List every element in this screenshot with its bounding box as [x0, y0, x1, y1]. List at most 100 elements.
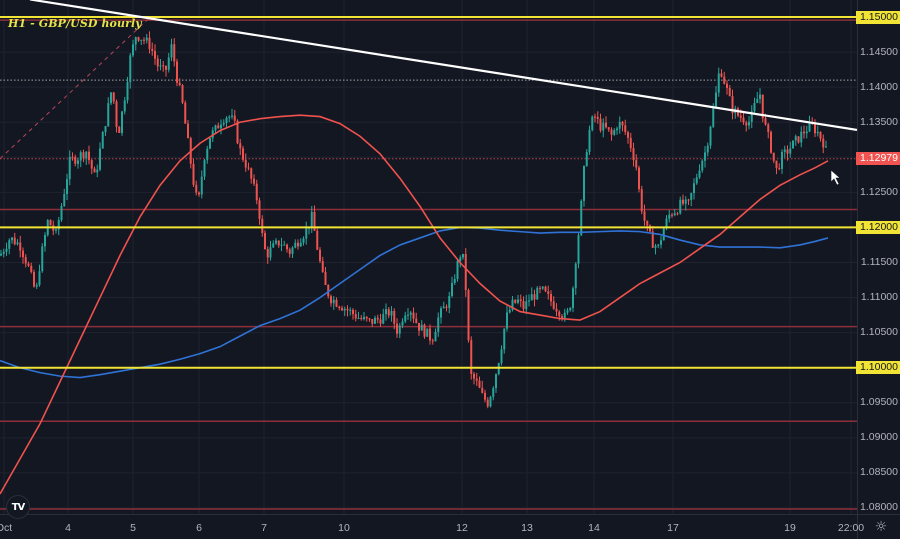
candle-body — [385, 309, 387, 315]
dashed-trend-line — [0, 18, 149, 160]
candle-body — [181, 85, 184, 103]
candle-body — [154, 50, 156, 59]
candle-body — [107, 103, 110, 127]
candle-body — [85, 151, 88, 158]
candle-body — [495, 374, 497, 389]
candle-body — [68, 156, 71, 180]
candle-body — [332, 299, 335, 304]
candle-body — [225, 117, 228, 123]
time-axis-label: 17 — [667, 522, 679, 534]
candle-body — [66, 179, 68, 194]
candle-body — [470, 340, 473, 374]
candle-body — [596, 116, 599, 119]
candle-body — [426, 328, 429, 337]
candle-body — [561, 316, 563, 319]
candle-body — [206, 148, 209, 161]
candle-body — [555, 308, 558, 312]
candle-body — [159, 65, 162, 67]
candle-body — [255, 183, 258, 201]
candle-body — [704, 152, 706, 161]
gear-icon[interactable]: ☼ — [874, 519, 888, 535]
candle-body — [338, 306, 341, 309]
candle-body — [792, 140, 794, 149]
time-axis-label: 5 — [130, 522, 136, 534]
candle-body — [209, 138, 211, 149]
candle-body — [396, 323, 398, 334]
descending-trendline — [29, 0, 858, 132]
candle-body — [651, 231, 654, 248]
candle-body — [261, 218, 264, 234]
candle-body — [134, 37, 137, 45]
candle-body — [30, 265, 33, 272]
candle-body — [753, 102, 756, 112]
candle-body — [310, 211, 313, 228]
candle-body — [547, 291, 550, 294]
candle-body — [341, 308, 343, 311]
tradingview-logo-icon[interactable]: TV — [6, 495, 30, 519]
candle-body — [602, 122, 605, 131]
candle-body — [19, 242, 22, 251]
time-axis-label: 4 — [65, 522, 71, 534]
price-axis-label: 1.08000 — [860, 501, 898, 514]
candle-body — [365, 316, 368, 319]
candle-body — [214, 125, 217, 131]
candle-body — [475, 378, 478, 381]
candle-body — [77, 160, 79, 164]
candle-body — [291, 247, 294, 254]
candle-body — [679, 199, 682, 214]
candle-body — [528, 300, 530, 302]
candle-body — [258, 200, 261, 219]
candle-body — [74, 156, 77, 164]
candle-body — [448, 295, 451, 308]
candle-body — [49, 220, 52, 226]
candle-body — [176, 61, 178, 83]
candle-body — [115, 101, 118, 127]
candle-body — [5, 248, 8, 252]
candle-body — [200, 176, 203, 195]
candle-body — [533, 294, 536, 300]
candle-body — [701, 160, 704, 171]
candle-body — [27, 263, 30, 266]
candle-body — [783, 149, 786, 152]
candle-body — [126, 82, 129, 101]
candle-body — [508, 309, 511, 313]
price-axis-label: 1.12000 — [856, 220, 900, 234]
candle-body — [352, 309, 354, 315]
candle-body — [354, 314, 357, 319]
candle-body — [530, 294, 533, 301]
candle-body — [187, 123, 189, 139]
candle-body — [767, 124, 770, 132]
candle-body — [715, 92, 717, 107]
candle-body — [407, 314, 409, 316]
candle-body — [2, 251, 5, 254]
candle-body — [789, 148, 792, 154]
candle-body — [574, 263, 577, 289]
candle-body — [660, 240, 662, 245]
candle-body — [456, 260, 459, 279]
candle-body — [442, 306, 445, 309]
candle-body — [123, 100, 126, 112]
candle-body — [324, 271, 327, 286]
candle-body — [585, 152, 588, 167]
candle-body — [236, 120, 239, 144]
candle-body — [319, 249, 321, 262]
candle-body — [269, 247, 272, 258]
candle-body — [33, 271, 35, 287]
candle-body — [684, 199, 687, 204]
candle-body — [346, 308, 349, 311]
candle-body — [203, 160, 206, 177]
candle-body — [253, 178, 255, 184]
candle-body — [140, 39, 143, 41]
price-axis-label: 1.11000 — [860, 291, 898, 304]
candle-body — [129, 55, 132, 83]
candle-body — [294, 242, 297, 248]
time-axis-label: 6 — [196, 522, 202, 534]
candle-body — [302, 238, 305, 243]
price-axis-label: 1.14000 — [860, 80, 898, 93]
candle-body — [781, 151, 783, 169]
candle-body — [464, 253, 467, 290]
candle-body — [401, 321, 404, 326]
candle-body — [112, 92, 115, 102]
